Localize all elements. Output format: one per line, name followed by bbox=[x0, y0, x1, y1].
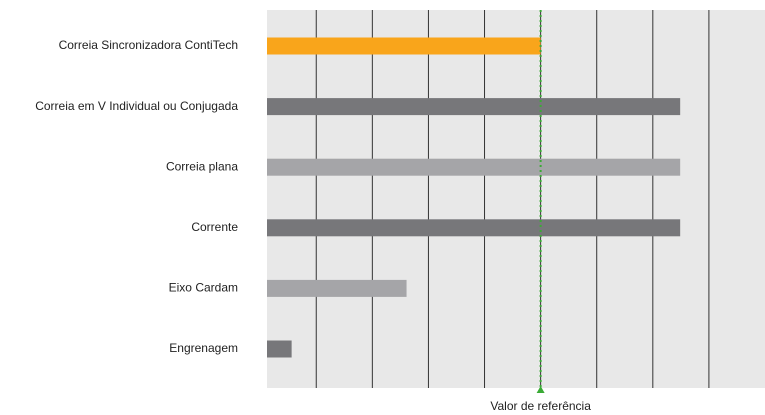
bar bbox=[267, 98, 681, 116]
y-tick-label: Correia plana bbox=[166, 159, 238, 173]
bar bbox=[267, 340, 292, 358]
bar bbox=[267, 279, 407, 297]
y-tick-label: Corrente bbox=[191, 220, 238, 234]
y-tick-label: Correia Sincronizadora ContiTech bbox=[59, 38, 238, 52]
reference-label: Valor de referência bbox=[490, 399, 591, 413]
reference-marker bbox=[536, 386, 545, 393]
y-tick-label: Eixo Cardam bbox=[169, 281, 238, 295]
bar bbox=[267, 158, 681, 176]
plot-background bbox=[267, 10, 765, 388]
y-tick-label: Engrenagem bbox=[169, 341, 238, 355]
y-tick-label: Correia em V Individual ou Conjugada bbox=[35, 99, 238, 113]
bar bbox=[267, 219, 681, 237]
bar bbox=[267, 37, 541, 55]
